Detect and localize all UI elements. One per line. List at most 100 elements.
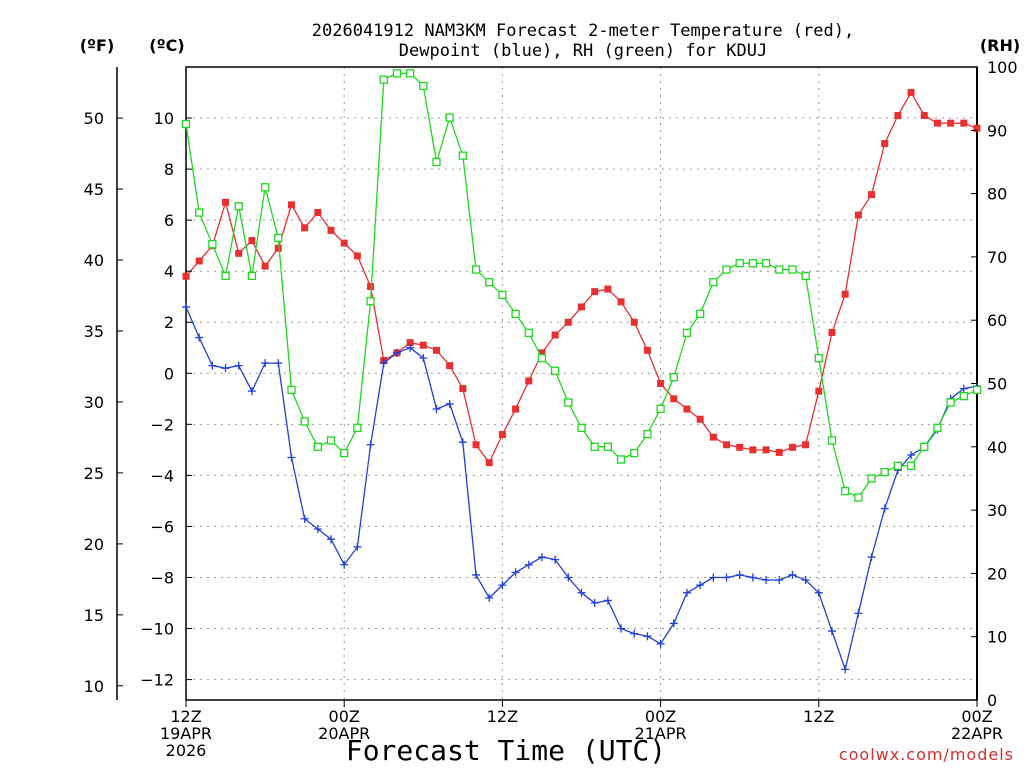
rh-point bbox=[735, 259, 744, 268]
temperature-point bbox=[564, 318, 572, 326]
rh-point bbox=[854, 493, 863, 502]
temperature-point bbox=[736, 443, 744, 451]
dewpoint-point bbox=[709, 573, 718, 582]
dewpoint-point bbox=[775, 576, 784, 585]
x-tick-label: 00Z bbox=[961, 707, 992, 726]
temperature-point bbox=[261, 262, 269, 270]
celsius-tick-label: −6 bbox=[150, 517, 174, 536]
fahrenheit-tick-label: 45 bbox=[84, 180, 104, 199]
temperature-point bbox=[578, 303, 585, 311]
dewpoint-point bbox=[366, 440, 375, 449]
dewpoint-point bbox=[564, 573, 573, 582]
dewpoint-point bbox=[630, 629, 639, 638]
rh-point bbox=[537, 354, 547, 363]
rh-point bbox=[340, 448, 349, 458]
dewpoint-point bbox=[841, 665, 850, 674]
dewpoint-point bbox=[234, 361, 243, 370]
rh-point bbox=[274, 233, 283, 243]
temperature-point bbox=[459, 385, 467, 393]
dewpoint-point bbox=[722, 573, 731, 582]
rh-point bbox=[880, 467, 889, 477]
rh-point bbox=[221, 271, 230, 281]
rh-point bbox=[972, 385, 982, 394]
dewpoint-point bbox=[617, 624, 626, 633]
temperature-point bbox=[947, 119, 955, 127]
dewpoint-point bbox=[300, 514, 309, 523]
rh-tick-label: 50 bbox=[987, 375, 1007, 394]
rh-point bbox=[906, 461, 916, 470]
temperature-point bbox=[841, 290, 849, 298]
dewpoint-point bbox=[854, 609, 863, 618]
dewpoint-point bbox=[748, 573, 757, 582]
rh-point bbox=[630, 448, 639, 458]
rh-tick-label: 30 bbox=[987, 501, 1007, 520]
celsius-tick-label: 4 bbox=[164, 262, 174, 281]
dewpoint-point bbox=[656, 639, 665, 648]
rh-point bbox=[656, 404, 665, 413]
dewpoint-point bbox=[432, 405, 441, 414]
rh-point bbox=[405, 69, 415, 78]
dewpoint-point bbox=[485, 593, 494, 602]
grid-lines bbox=[186, 67, 977, 700]
celsius-tick-label: −12 bbox=[140, 671, 174, 690]
temperature-point bbox=[446, 362, 454, 370]
celsius-tick-label: 10 bbox=[154, 109, 174, 128]
dewpoint-point bbox=[261, 359, 270, 368]
rh-point bbox=[959, 392, 968, 401]
celsius-tick-label: −8 bbox=[150, 568, 174, 587]
fahrenheit-tick-label: 20 bbox=[84, 535, 104, 554]
temperature-point bbox=[630, 318, 638, 326]
dewpoint-point bbox=[577, 588, 586, 597]
dewpoint-point bbox=[880, 504, 889, 513]
celsius-tick-label: 6 bbox=[164, 211, 174, 230]
temperature-point bbox=[353, 252, 361, 260]
axes-layer: −12 −10 −8 −6 −4 −2 0 2 4 6 8 10 10 15 20 25 30 35 40 45 50 0… bbox=[84, 58, 1018, 760]
rh-tick-label: 100 bbox=[987, 58, 1018, 77]
temperature-point bbox=[894, 111, 902, 119]
dewpoint-point bbox=[762, 576, 771, 585]
dewpoint-point bbox=[511, 568, 520, 577]
temperature-point bbox=[525, 377, 533, 385]
dewpoint-point bbox=[696, 581, 705, 590]
temperature-point bbox=[788, 443, 796, 451]
dewpoint-point bbox=[419, 353, 428, 362]
dewpoint-point bbox=[498, 581, 507, 590]
dewpoint-point bbox=[603, 596, 612, 605]
rh-point bbox=[234, 202, 243, 211]
temperature-point bbox=[709, 433, 717, 441]
dewpoint-point bbox=[445, 399, 454, 408]
rh-point bbox=[300, 417, 309, 426]
rh-point bbox=[577, 423, 586, 432]
fahrenheit-tick-label: 25 bbox=[84, 464, 104, 483]
celsius-tick-label: −4 bbox=[150, 466, 174, 485]
temperature-point bbox=[604, 285, 612, 293]
temperature-point bbox=[551, 331, 559, 339]
dewpoint-point bbox=[392, 348, 401, 357]
temperature-point bbox=[340, 239, 348, 247]
temperature-point bbox=[248, 237, 256, 245]
series-line-rh bbox=[185, 72, 978, 499]
fahrenheit-tick-label: 10 bbox=[84, 677, 104, 696]
rh-point bbox=[722, 265, 731, 274]
rh-point bbox=[669, 373, 678, 382]
dewpoint-point bbox=[735, 570, 744, 579]
rh-point bbox=[392, 69, 402, 78]
x-tick-label: 12Z bbox=[803, 707, 834, 726]
temperature-point bbox=[775, 448, 783, 456]
temperature-point bbox=[406, 339, 414, 347]
plot-frame bbox=[116, 66, 978, 701]
x-tick-label: 12Z bbox=[170, 707, 201, 726]
temperature-point bbox=[287, 201, 295, 209]
temperature-point bbox=[235, 249, 243, 257]
rh-tick-label: 10 bbox=[987, 628, 1007, 647]
celsius-tick-label: 0 bbox=[164, 364, 174, 383]
dewpoint-point bbox=[537, 553, 546, 562]
dewpoint-point bbox=[959, 384, 968, 393]
rh-point bbox=[761, 259, 771, 268]
rh-point bbox=[696, 309, 705, 319]
rh-point bbox=[353, 423, 362, 432]
temperature-point bbox=[854, 211, 862, 219]
rh-point bbox=[946, 398, 955, 407]
temperature-point bbox=[973, 124, 981, 132]
fahrenheit-tick-label: 15 bbox=[84, 606, 104, 625]
